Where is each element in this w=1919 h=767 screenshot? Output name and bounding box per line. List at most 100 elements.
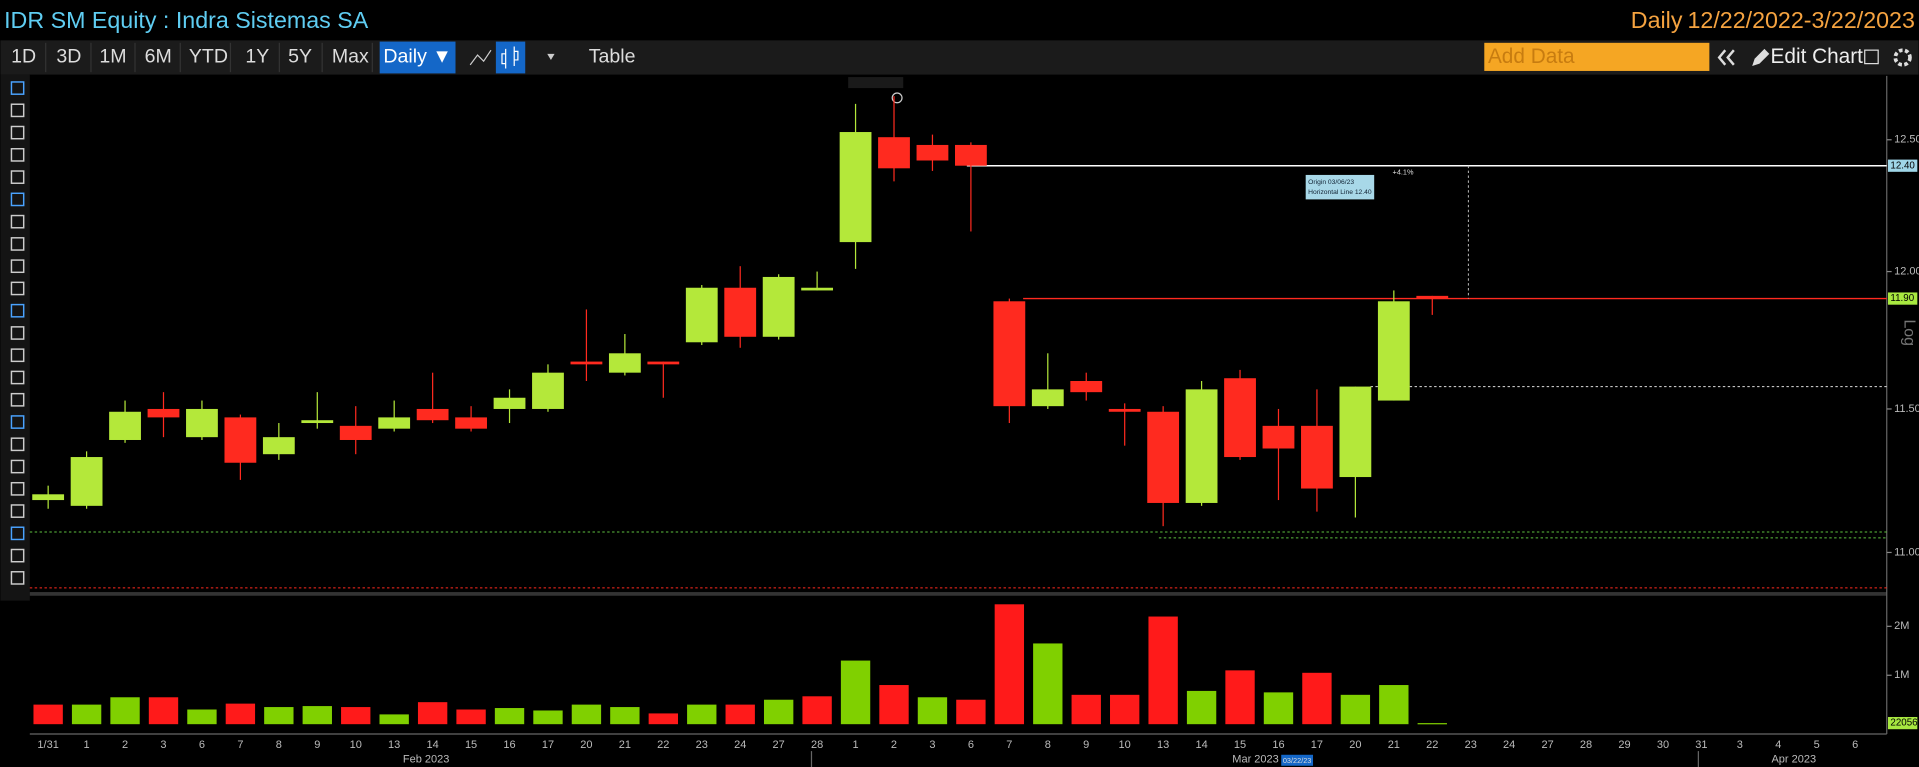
volume-tag [1887, 716, 1918, 730]
range-button[interactable]: 1D [11, 46, 36, 68]
range-button[interactable]: Max [332, 46, 369, 68]
tool-icon[interactable] [10, 259, 25, 274]
volume-bar [840, 660, 871, 725]
x-tick-label: 9 [314, 739, 320, 751]
edit-icon[interactable] [1864, 49, 1879, 65]
range-button[interactable]: YTD [189, 46, 228, 68]
tool-icon[interactable] [10, 526, 25, 541]
x-tick-label: 17 [1311, 739, 1323, 751]
line-chart-icon[interactable] [469, 49, 492, 66]
volume-bar [1379, 685, 1409, 725]
volume-bar [1417, 723, 1447, 725]
mini-toolbar [848, 77, 904, 89]
volume-tick-label: 1M [1894, 669, 1909, 681]
x-tick-label: 7 [237, 739, 243, 751]
x-tick-label: 2 [891, 739, 897, 751]
range-button[interactable]: 1M [99, 46, 126, 68]
x-tick-label: 16 [1272, 739, 1284, 751]
volume-bar [763, 699, 794, 725]
scale-label: Log [1901, 319, 1918, 346]
tool-icon[interactable] [10, 125, 25, 140]
edit-chart-button[interactable]: Edit Chart [1771, 45, 1864, 68]
candle-body [801, 287, 834, 291]
settings-icon[interactable] [1893, 48, 1912, 67]
volume-bar [956, 699, 986, 725]
tool-icon[interactable] [10, 148, 25, 162]
candle-body [954, 144, 987, 166]
candle-body [1301, 425, 1333, 489]
tool-icon[interactable] [10, 370, 25, 385]
volume-bar [494, 708, 525, 725]
tool-icons [10, 81, 25, 585]
tool-icon[interactable] [10, 504, 25, 518]
table-button[interactable]: Table [589, 46, 636, 68]
candle-body [993, 301, 1026, 407]
volume-bar [1148, 616, 1178, 725]
volume-tick-label: 2M [1894, 620, 1909, 632]
x-tick-label: 3 [929, 739, 935, 751]
tool-icon[interactable] [10, 571, 25, 585]
tool-icon[interactable] [10, 303, 25, 318]
range-button[interactable]: 5Y [288, 46, 312, 68]
x-tick-label: 30 [1657, 739, 1669, 751]
tool-icon[interactable] [10, 192, 25, 207]
tool-icon[interactable] [10, 81, 25, 95]
candle-body [1147, 411, 1180, 503]
candle-body [647, 361, 680, 365]
volume-bar [533, 710, 563, 725]
range-button[interactable]: 3D [56, 46, 81, 68]
security-title: IDR SM Equity : Indra Sistemas SA [4, 7, 369, 33]
tool-icon[interactable] [10, 415, 25, 429]
volume-bar [1071, 694, 1101, 725]
collapse-icon[interactable] [1717, 49, 1735, 66]
volume-bar [879, 685, 909, 725]
candle-body [762, 276, 795, 337]
annotation-box [1305, 174, 1375, 200]
frequency-button[interactable]: Daily ▼ [383, 46, 451, 68]
tool-icon[interactable] [10, 348, 25, 363]
tool-icon[interactable] [10, 214, 25, 229]
chart-type-dropdown[interactable] [547, 53, 555, 60]
candle-body [685, 287, 718, 343]
candle-chart-icon[interactable] [501, 46, 519, 69]
annotation: Horizontal Line 12.40 [1308, 189, 1372, 196]
volume-bar [1225, 670, 1255, 725]
tool-icon[interactable] [10, 326, 25, 340]
tool-icon[interactable] [10, 103, 25, 118]
candle-body [532, 372, 564, 409]
tool-icon[interactable] [10, 437, 25, 452]
range-button[interactable]: 6M [145, 46, 172, 68]
x-tick-label: 28 [1580, 739, 1592, 751]
volume-bar [379, 714, 409, 725]
pencil-icon [1752, 48, 1770, 67]
tool-icon[interactable] [10, 170, 25, 184]
x-tick-label: 1/31 [37, 739, 58, 751]
x-tick-label: 27 [773, 739, 785, 751]
volume-bar [71, 704, 102, 725]
x-tick-label: 14 [427, 739, 439, 751]
x-tick-label: 16 [503, 739, 515, 751]
tool-icon[interactable] [10, 392, 25, 407]
candle-body [1108, 408, 1141, 412]
price-tag-label: 12.40 [1890, 160, 1915, 171]
candle-body [916, 144, 949, 161]
add-data-field[interactable] [1484, 42, 1710, 71]
volume-tag-label: 22056 [1890, 718, 1917, 729]
price-tag [1887, 159, 1918, 172]
tool-icon[interactable] [10, 237, 25, 251]
annotation: Origin 03/06/23 [1308, 179, 1354, 186]
tool-icon[interactable] [10, 481, 25, 496]
volume-bar [110, 697, 140, 725]
x-tick-label: 29 [1618, 739, 1630, 751]
range-button[interactable]: 1Y [245, 46, 269, 68]
cursor-date-bg [1281, 754, 1314, 766]
price-tag [1887, 292, 1918, 305]
candle-body [262, 437, 295, 455]
tool-icon[interactable] [10, 459, 25, 474]
volume-bar [302, 706, 332, 725]
tool-icon[interactable] [10, 548, 25, 563]
tool-icon[interactable] [10, 281, 25, 296]
candle-body [70, 457, 103, 506]
